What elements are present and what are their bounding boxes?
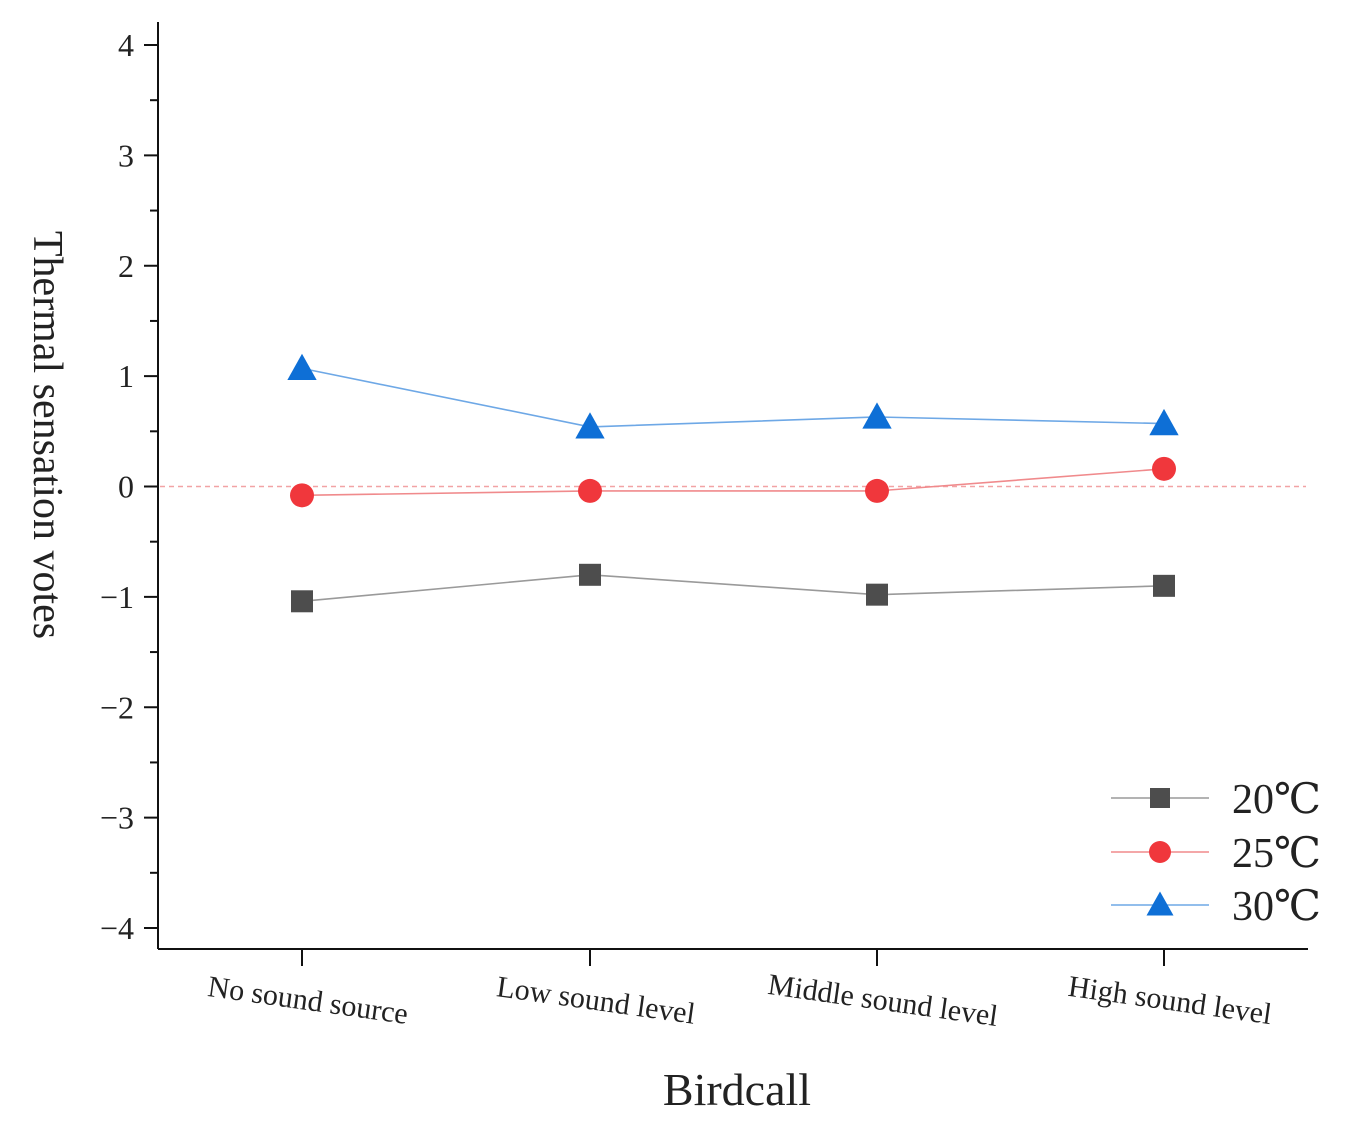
legend-marker-triangle bbox=[1146, 891, 1174, 916]
legend-label: 20℃ bbox=[1232, 777, 1321, 823]
y-tick-label: −1 bbox=[100, 579, 134, 615]
legend-entry: 20℃ bbox=[1111, 777, 1321, 823]
series-line bbox=[301, 468, 1165, 497]
y-tick-label: 2 bbox=[118, 248, 134, 284]
data-point-circle bbox=[578, 478, 602, 503]
x-tick-label: No sound source bbox=[206, 970, 410, 1031]
x-tick-label: Low sound level bbox=[495, 970, 698, 1031]
y-axis-label: Thermal sensation votes bbox=[24, 231, 70, 639]
y-tick-label: 3 bbox=[118, 137, 134, 173]
y-tick-label: −3 bbox=[100, 800, 134, 836]
legend-entry: 30℃ bbox=[1111, 884, 1321, 930]
x-tick-label: High sound level bbox=[1066, 970, 1274, 1031]
data-point-square bbox=[1153, 574, 1175, 597]
data-point-triangle bbox=[287, 353, 317, 381]
data-point-triangle bbox=[575, 412, 605, 439]
y-tick-label: −4 bbox=[100, 910, 134, 946]
series-2 bbox=[290, 456, 1176, 508]
series-1 bbox=[291, 563, 1175, 613]
data-point-triangle bbox=[862, 402, 892, 429]
data-point-square bbox=[866, 583, 888, 606]
y-tick-label: 1 bbox=[118, 358, 134, 394]
data-point-circle bbox=[290, 483, 314, 508]
legend: 20℃ 25℃ 30℃ bbox=[1111, 777, 1321, 930]
y-tick-label: 4 bbox=[118, 27, 134, 63]
legend-marker-square bbox=[1150, 788, 1170, 808]
data-point-triangle bbox=[1149, 408, 1179, 436]
data-point-circle bbox=[1152, 456, 1176, 481]
legend-entry: 25℃ bbox=[1111, 831, 1321, 877]
data-point-square bbox=[291, 590, 313, 613]
data-point-square bbox=[579, 563, 601, 586]
series-3 bbox=[287, 353, 1179, 439]
y-tick-label: 0 bbox=[118, 469, 134, 505]
x-axis-label: Birdcall bbox=[663, 1064, 811, 1115]
x-tick-label: Middle sound level bbox=[766, 968, 1000, 1033]
legend-label: 25℃ bbox=[1232, 831, 1321, 877]
data-point-circle bbox=[865, 478, 889, 503]
legend-label: 30℃ bbox=[1232, 884, 1321, 930]
series-line bbox=[301, 367, 1165, 428]
y-tick-label: −2 bbox=[100, 689, 134, 725]
legend-marker-circle bbox=[1149, 841, 1171, 863]
series-line bbox=[301, 573, 1165, 603]
